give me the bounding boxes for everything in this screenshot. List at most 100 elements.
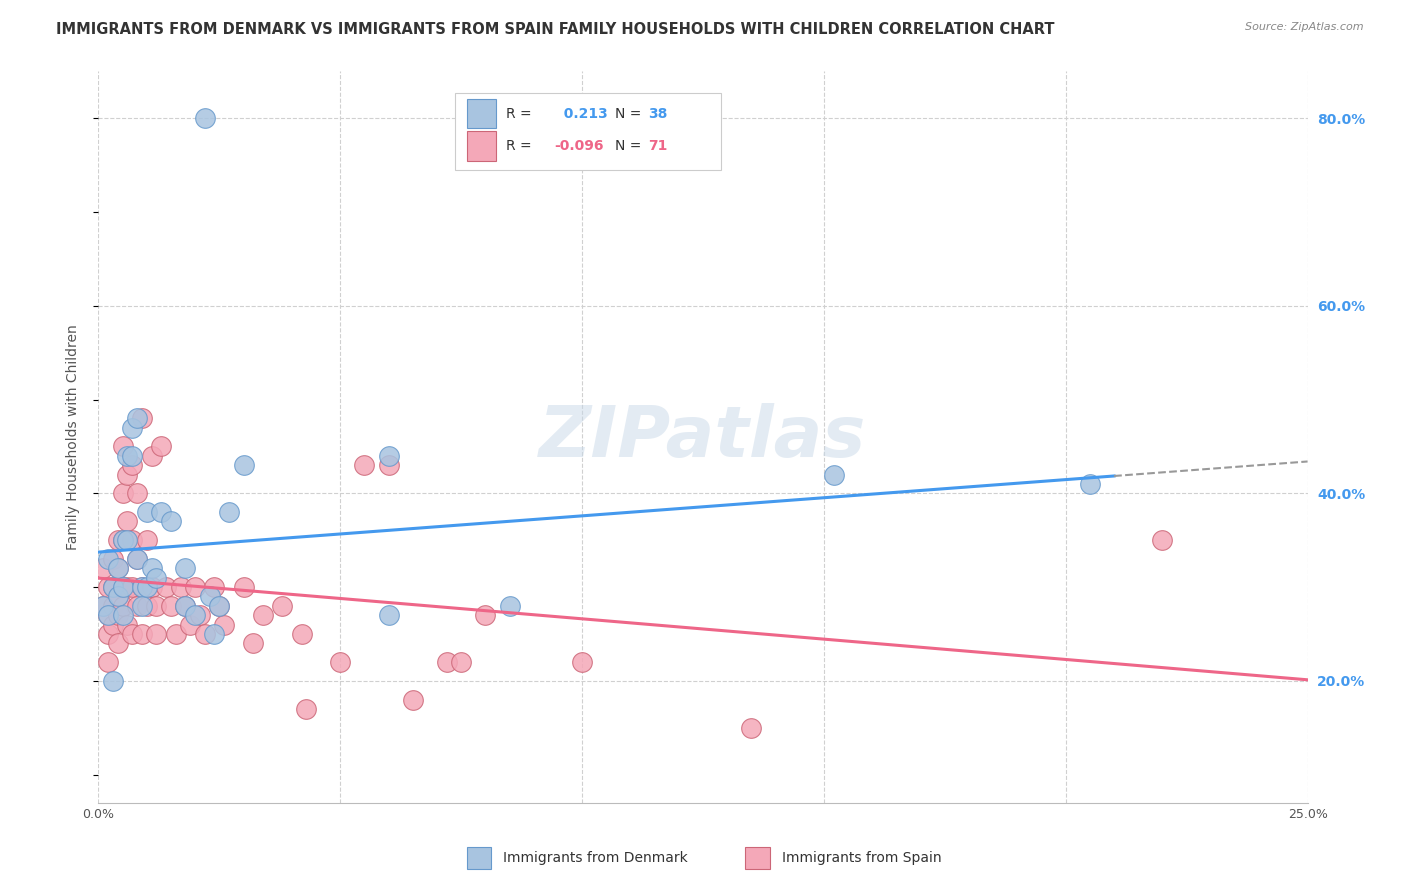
Text: IMMIGRANTS FROM DENMARK VS IMMIGRANTS FROM SPAIN FAMILY HOUSEHOLDS WITH CHILDREN: IMMIGRANTS FROM DENMARK VS IMMIGRANTS FR… (56, 22, 1054, 37)
Point (571, 655, 593, 669)
Point (111, 608, 134, 623)
Point (160, 515, 183, 529)
Point (127, 411, 149, 425)
Text: Immigrants from Denmark: Immigrants from Denmark (503, 851, 689, 864)
Point (97, 655, 120, 669)
FancyBboxPatch shape (467, 99, 496, 128)
Point (242, 636, 264, 650)
Point (117, 467, 139, 482)
Text: N =: N = (614, 107, 645, 120)
Point (194, 112, 217, 126)
Point (141, 449, 163, 463)
Point (135, 599, 157, 613)
Point (121, 580, 143, 594)
Point (232, 458, 254, 473)
Point (97, 608, 120, 623)
Point (101, 580, 124, 594)
Point (131, 599, 153, 613)
Point (117, 580, 139, 594)
Point (107, 636, 129, 650)
Point (740, 721, 762, 735)
Text: Immigrants from Spain: Immigrants from Spain (782, 851, 941, 864)
Point (111, 580, 134, 594)
Point (141, 561, 163, 575)
Text: ZIPatlas: ZIPatlas (540, 402, 866, 472)
Point (377, 458, 399, 473)
Point (101, 552, 124, 566)
Point (174, 561, 197, 575)
Point (117, 449, 139, 463)
Point (377, 449, 399, 463)
Text: Source: ZipAtlas.com: Source: ZipAtlas.com (1246, 22, 1364, 32)
Point (353, 458, 375, 473)
Point (121, 533, 143, 548)
Point (131, 627, 153, 641)
FancyBboxPatch shape (467, 847, 492, 869)
Point (212, 617, 235, 632)
Point (111, 533, 134, 548)
Point (117, 533, 139, 548)
Point (450, 655, 472, 669)
Point (117, 617, 139, 632)
Point (91, 561, 114, 575)
Point (377, 608, 399, 623)
Point (498, 599, 520, 613)
Point (127, 552, 149, 566)
Point (121, 627, 143, 641)
Point (111, 486, 134, 500)
Point (107, 608, 129, 623)
Point (194, 627, 217, 641)
Text: -0.096: -0.096 (554, 139, 603, 153)
Text: 38: 38 (648, 107, 668, 120)
Point (208, 599, 231, 613)
Point (155, 580, 177, 594)
Point (145, 599, 167, 613)
Point (107, 561, 129, 575)
Point (127, 599, 149, 613)
Text: 71: 71 (648, 139, 668, 153)
Point (91, 599, 114, 613)
Point (184, 608, 207, 623)
Text: R =: R = (506, 107, 531, 120)
Point (160, 599, 183, 613)
Point (131, 580, 153, 594)
Point (290, 627, 312, 641)
Text: N =: N = (614, 139, 645, 153)
Point (198, 590, 221, 604)
Point (135, 533, 157, 548)
Point (111, 440, 134, 454)
Point (145, 571, 167, 585)
Point (127, 552, 149, 566)
Point (107, 561, 129, 575)
Point (97, 580, 120, 594)
Point (97, 627, 120, 641)
Point (135, 580, 157, 594)
Point (101, 580, 124, 594)
Point (474, 608, 496, 623)
Point (107, 533, 129, 548)
Point (135, 505, 157, 519)
Point (127, 486, 149, 500)
Point (218, 505, 240, 519)
Point (121, 458, 143, 473)
Point (121, 449, 143, 463)
Point (184, 580, 207, 594)
Text: 0.213: 0.213 (554, 107, 607, 120)
Point (232, 580, 254, 594)
Point (208, 599, 231, 613)
Point (165, 627, 187, 641)
Point (117, 515, 139, 529)
Point (271, 599, 294, 613)
Point (150, 505, 173, 519)
Point (97, 608, 120, 623)
Text: R =: R = (506, 139, 531, 153)
Point (402, 692, 425, 706)
Point (101, 617, 124, 632)
Point (174, 599, 197, 613)
Point (150, 440, 173, 454)
Point (204, 580, 226, 594)
Point (111, 580, 134, 594)
FancyBboxPatch shape (456, 94, 721, 170)
Point (145, 627, 167, 641)
Point (1152, 533, 1174, 548)
